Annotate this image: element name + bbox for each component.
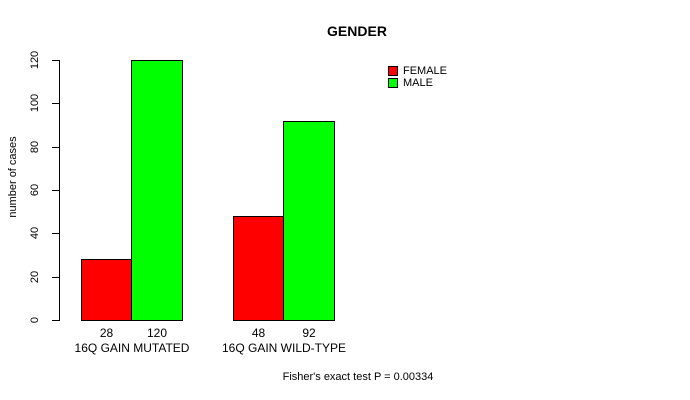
bar-value-label-male-16q-gain-wild-type: 92: [302, 326, 316, 340]
bar-female-16q-gain-mutated: [81, 259, 132, 321]
legend-label-female: FEMALE: [403, 65, 448, 77]
y-tick-mark: [52, 320, 59, 321]
chart-title: GENDER: [327, 23, 387, 39]
bar-female-16q-gain-wild-type: [233, 216, 284, 321]
category-label-16q-gain-wild-type: 16Q GAIN WILD-TYPE: [221, 341, 347, 355]
y-tick-label: 60: [29, 183, 41, 197]
y-tick-label: 20: [29, 270, 41, 284]
legend-label-male: MALE: [403, 77, 433, 89]
y-tick-mark: [52, 60, 59, 61]
category-label-16q-gain-mutated: 16Q GAIN MUTATED: [74, 341, 190, 355]
y-axis-label: number of cases: [7, 136, 19, 218]
y-tick-mark: [52, 277, 59, 278]
fisher-test-annotation: Fisher's exact test P = 0.00334: [282, 371, 434, 383]
legend-item-female: FEMALE: [388, 65, 447, 77]
bar-male-16q-gain-wild-type: [283, 121, 335, 321]
bar-value-label-female-16q-gain-wild-type: 48: [251, 326, 266, 340]
legend-swatch-female-icon: [388, 66, 398, 76]
legend-item-male: MALE: [388, 77, 447, 89]
y-tick-mark: [52, 103, 59, 104]
y-axis-line: [59, 60, 60, 321]
y-tick-mark: [52, 190, 59, 191]
y-tick-label: 80: [29, 140, 41, 154]
legend: FEMALE MALE: [388, 65, 447, 89]
y-tick-mark: [52, 233, 59, 234]
legend-swatch-male-icon: [388, 78, 398, 88]
y-tick-label: 100: [29, 93, 41, 113]
y-tick-label: 120: [29, 50, 41, 70]
bar-male-16q-gain-mutated: [131, 60, 183, 321]
bar-value-label-female-16q-gain-mutated: 28: [99, 326, 114, 340]
y-tick-label: 40: [29, 226, 41, 240]
y-tick-label: 0: [29, 316, 41, 324]
y-tick-mark: [52, 147, 59, 148]
bar-value-label-male-16q-gain-mutated: 120: [146, 326, 168, 340]
